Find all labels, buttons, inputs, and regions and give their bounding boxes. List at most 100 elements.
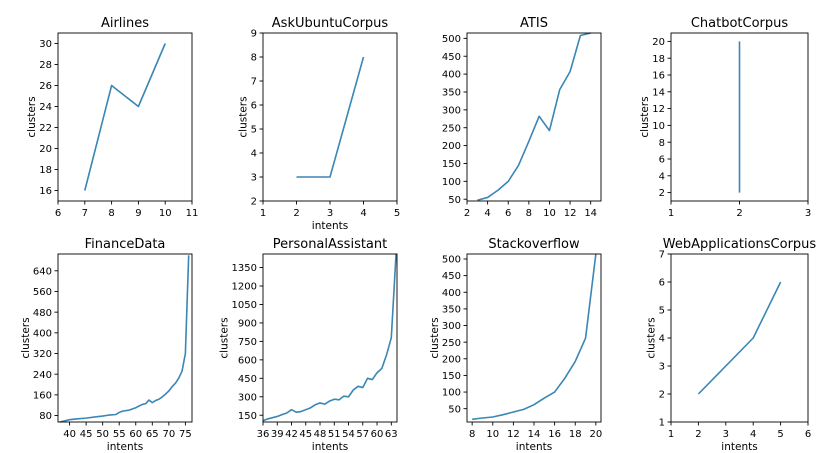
x-tick-label: 65: [146, 429, 159, 440]
y-tick-label: 8: [251, 53, 257, 64]
x-tick-label: 5: [777, 429, 783, 440]
x-axis-label: intents: [721, 441, 757, 453]
y-tick-label: 500: [442, 34, 461, 45]
y-axis-label: clusters: [238, 96, 250, 137]
x-axis-label: intents: [107, 441, 143, 453]
subplot-1: 6 7 8 9 10 11 16 18 20 22 24 26 28 30 Airlines clusters: [26, 16, 198, 219]
x-tick-label: 4: [750, 429, 756, 440]
x-tick-label: 6: [805, 429, 811, 440]
y-tick-label: 6: [251, 101, 257, 112]
y-tick-label: 6: [659, 278, 665, 289]
y-tick-label: 50: [448, 404, 461, 415]
y-tick-label: 450: [238, 374, 257, 385]
y-tick-label: 500: [442, 255, 461, 266]
y-tick-label: 750: [238, 337, 257, 348]
y-tick-label: 350: [442, 88, 461, 99]
y-tick-label: 160: [33, 390, 52, 401]
y-tick-label: 20: [652, 37, 665, 48]
y-tick-label: 240: [33, 370, 52, 381]
y-tick-label: 560: [33, 287, 52, 298]
subplot-title: Airlines: [101, 16, 149, 31]
y-tick-label: 100: [442, 388, 461, 399]
y-tick-label: 2: [251, 197, 257, 208]
y-tick-label: 7: [659, 250, 665, 261]
subplot-7: 8 10 12 14 16 18 20 50 100 150 200 250 300 350 400 450 5…: [429, 237, 602, 453]
y-tick-label: 2: [659, 188, 665, 199]
y-tick-label: 150: [442, 159, 461, 170]
y-tick-label: 3: [659, 362, 665, 373]
subplot-title: PersonalAssistant: [273, 237, 388, 252]
subplot-title: ChatbotCorpus: [691, 16, 789, 31]
y-tick-label: 350: [442, 304, 461, 315]
subplot-title: WebApplicationsCorpus: [663, 237, 817, 252]
series-line: [59, 255, 190, 423]
x-tick-label: 70: [162, 429, 175, 440]
y-tick-label: 8: [659, 138, 665, 149]
y-tick-label: 28: [39, 60, 52, 71]
axes-frame: [57, 253, 193, 423]
x-tick-label: 45: [80, 429, 93, 440]
subplot-2: 1 2 3 4 523456789AskUbuntuCorpusintentsclust…: [238, 16, 401, 232]
y-tick-label: 10: [652, 121, 665, 132]
subplot-3: 2 4 6 8 10 12 14 50 100 150 200 250 300 350 400 450 500 A…: [442, 16, 602, 219]
y-tick-label: 1050: [232, 300, 257, 311]
subplot-title: FinanceData: [85, 237, 166, 252]
subplot-title: AskUbuntuCorpus: [272, 16, 389, 31]
y-tick-label: 20: [39, 144, 52, 155]
series-line: [697, 281, 782, 395]
x-tick-label: 10: [486, 429, 499, 440]
x-tick-label: 9: [135, 208, 141, 219]
x-tick-label: 54: [342, 429, 355, 440]
x-tick-label: 10: [543, 208, 556, 219]
x-tick-label: 16: [548, 429, 561, 440]
series-line: [472, 253, 597, 421]
y-tick-label: 900: [238, 319, 257, 330]
x-tick-label: 39: [271, 429, 284, 440]
y-tick-label: 400: [442, 288, 461, 299]
x-tick-label: 6: [505, 208, 511, 219]
subplot-5: 40 45 50 55 60 65 70 7580160240320400480560640F…: [20, 237, 193, 453]
y-tick-label: 16: [652, 71, 665, 82]
x-tick-label: 1: [668, 208, 674, 219]
y-tick-label: 4: [659, 334, 665, 345]
y-tick-label: 250: [442, 338, 461, 349]
y-tick-label: 320: [33, 349, 52, 360]
y-tick-label: 4: [251, 149, 257, 160]
x-tick-label: 45: [299, 429, 312, 440]
y-tick-label: 100: [442, 177, 461, 188]
x-tick-label: 4: [484, 208, 490, 219]
x-tick-label: 10: [159, 208, 172, 219]
x-tick-label: 36: [257, 429, 270, 440]
x-tick-label: 1: [668, 429, 674, 440]
y-tick-label: 18: [39, 165, 52, 176]
x-tick-label: 3: [723, 429, 729, 440]
x-tick-label: 14: [584, 208, 597, 219]
x-tick-label: 63: [385, 429, 398, 440]
x-tick-label: 48: [314, 429, 327, 440]
y-tick-label: 30: [39, 39, 52, 50]
x-tick-label: 14: [528, 429, 541, 440]
y-tick-label: 80: [39, 411, 52, 422]
x-tick-label: 5: [394, 208, 400, 219]
y-tick-label: 24: [39, 102, 52, 113]
x-tick-label: 1: [260, 208, 266, 219]
x-tick-label: 40: [63, 429, 76, 440]
y-tick-label: 3: [251, 173, 257, 184]
y-tick-label: 200: [442, 141, 461, 152]
y-tick-label: 14: [652, 87, 665, 98]
y-axis-label: clusters: [20, 317, 32, 358]
y-tick-label: 300: [442, 105, 461, 116]
axes-frame: [57, 32, 193, 202]
y-tick-label: 300: [238, 392, 257, 403]
y-tick-label: 50: [448, 195, 461, 206]
subplot-6: 36 39 42 45 48 51 54 57 60 63 150 300 450 600 750 900 10…: [218, 237, 397, 453]
y-tick-label: 450: [442, 52, 461, 63]
x-axis-label: intents: [516, 441, 552, 453]
x-tick-label: 8: [108, 208, 114, 219]
axes-frame: [262, 253, 398, 423]
y-axis-label: clusters: [646, 317, 658, 358]
y-tick-label: 18: [652, 54, 665, 65]
x-tick-label: 55: [113, 429, 126, 440]
